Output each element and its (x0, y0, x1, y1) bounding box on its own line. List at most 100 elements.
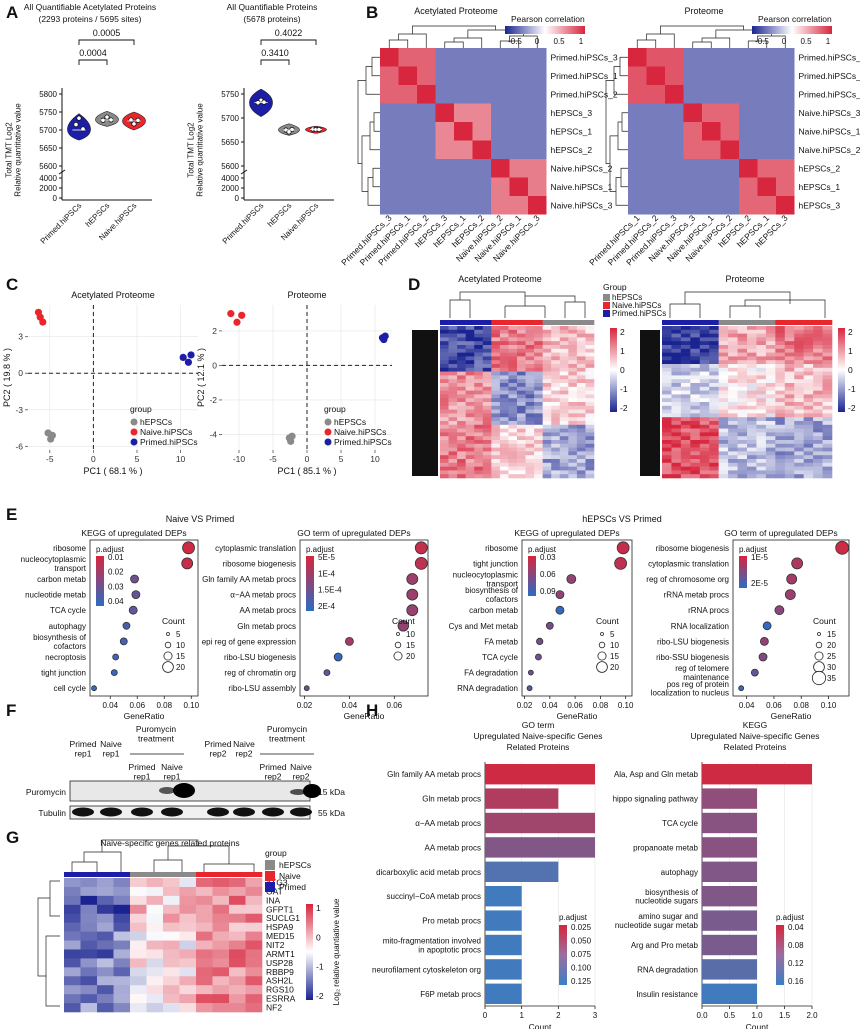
heatmap-proteome-cell (784, 345, 795, 350)
heatmap-acetyl-cell (559, 421, 569, 426)
heatmap-proteome-cell (822, 466, 833, 471)
heatmap-proteome-cell (756, 466, 767, 471)
dotplot-go-hepsc-dot (791, 557, 804, 570)
g-cell (179, 985, 197, 995)
heatmap-proteome-cell (747, 424, 757, 429)
heatmap-acetyl-cell (457, 383, 466, 388)
label-line: 15 kDa (318, 787, 345, 797)
heatmap-proteome-cell (680, 386, 691, 391)
heatmap-acetyl-cell (576, 383, 586, 388)
heatmap-acetyl-cell (499, 333, 509, 338)
pca-acetyl-point (184, 358, 193, 366)
heatmap-proteome-cell (822, 333, 833, 338)
g-cell (229, 949, 246, 959)
heatmap-proteome-cell (813, 394, 823, 399)
heatmap-proteome-cell (737, 424, 748, 429)
label-line: Primed.hiPSCs (221, 201, 266, 246)
heatmap-proteome-cell (671, 367, 682, 372)
label-line: neurofilament cytoskeleton org (372, 965, 481, 974)
heatmap-proteome-cell (709, 462, 719, 467)
heatmap-proteome-cell (775, 424, 786, 429)
corr-proteome-cell (628, 66, 647, 85)
heatmap-proteome-group-bar (794, 320, 804, 325)
heatmap-proteome-cell (765, 436, 776, 441)
heatmap-acetyl-cell (499, 329, 509, 334)
heatmap-acetyl-cell (568, 470, 578, 475)
g-cell (212, 940, 230, 950)
heatmap-proteome-cell (671, 413, 682, 418)
heatmap-proteome-cell (747, 333, 757, 338)
label-line: -10 (233, 454, 246, 464)
g-cell (163, 922, 180, 932)
heatmap-acetyl-cell (457, 341, 466, 346)
label-line: hEPSCs_2 (551, 145, 593, 155)
dotplot-kegg-naive-dot (119, 637, 128, 646)
corr-proteome-cell (702, 196, 721, 215)
heatmap-proteome-cell (822, 436, 833, 441)
corr-acetyl-row-label: Primed.hiPSCs_3 (551, 52, 618, 62)
blot-row-label: Tubulin (38, 808, 66, 818)
g-cell (163, 976, 180, 986)
heatmap-acetyl-cell (551, 333, 561, 338)
g-row-dendrogram (37, 880, 60, 1007)
heatmap-acetyl-cell (474, 409, 484, 414)
heatmap-proteome-cell (756, 424, 767, 429)
heatmap-acetyl-cell (542, 409, 552, 414)
heatmap-acetyl-cell (551, 417, 561, 422)
label-line: 0.02 (108, 568, 124, 577)
corr-acetyl-cell (398, 103, 417, 122)
heatmap-acetyl-cell (568, 409, 578, 414)
heatmap-acetyl-cell (482, 371, 492, 376)
heatmap-proteome-cell (765, 421, 776, 426)
heatmap-acetyl-cell (499, 474, 509, 479)
panel-letter-C: C (6, 275, 18, 294)
heatmap-proteome-cell (756, 417, 767, 422)
heatmap-proteome-cell (718, 326, 729, 331)
heatmap-acetyl-cell (534, 345, 543, 350)
heatmap-proteome-cell (756, 390, 767, 395)
heatmap-acetyl-cell (576, 390, 586, 395)
heatmap-acetyl-cell (499, 394, 509, 399)
heatmap-acetyl-cell (534, 417, 543, 422)
heatmap-proteome-cell (690, 432, 701, 437)
corr-proteome-row-label: hEPSCs_2 (799, 163, 841, 173)
bar-go-xtick-label: 1 (519, 1011, 524, 1020)
label-line: 5700 (221, 114, 239, 123)
blot-treat-label: Puromycin treatment (267, 724, 307, 743)
pca-acetyl-xlabel: PC1 ( 68.1 % ) (83, 466, 142, 476)
corr-proteome-cell (720, 196, 739, 215)
dotplot-kegg-hepsc-term-label: RNA degradation (457, 684, 518, 693)
label-line: Log₂ relative quantiative value (332, 898, 341, 1005)
label-line: 0.08 (156, 701, 172, 710)
bar-go-xlabel: Count (529, 1022, 552, 1029)
heatmap-proteome-cell (822, 367, 833, 372)
dotplot-kegg-naive-count-label: 20 (176, 663, 185, 672)
dotplot-go-naive-xtick-label: 0.06 (387, 701, 403, 710)
heatmap-proteome-cell (775, 462, 786, 467)
heatmap-acetyl-cell (559, 424, 569, 429)
label-line: carbon metab (37, 575, 86, 584)
heatmap-proteome-cell (680, 462, 691, 467)
dotplot-kegg-naive-xtick-label: 0.08 (156, 701, 172, 710)
heatmap-proteome-cell (747, 379, 757, 384)
panel-letter-H: H (366, 701, 378, 720)
pca-proteome-legend-dot (324, 418, 332, 426)
g-cell (146, 904, 164, 915)
heatmap-proteome-cell (728, 455, 738, 460)
heatmap-proteome-cell (680, 333, 691, 338)
corr-acetyl-cell (509, 85, 528, 104)
heatmap-acetyl-cell (499, 364, 509, 369)
corr-proteome-cell (665, 140, 684, 159)
g-group-bar (196, 872, 213, 877)
g-cell (229, 913, 246, 923)
blot-band (207, 807, 229, 817)
heatmap-acetyl-cell (525, 436, 535, 441)
heatmap-proteome-cell (737, 466, 748, 471)
heatmap-acetyl-cell (440, 421, 449, 426)
heatmap-proteome-cell (822, 345, 833, 350)
heatmap-proteome-cell (662, 470, 672, 475)
label-line: ESRRA (266, 994, 296, 1004)
heatmap-acetyl-cell (542, 421, 552, 426)
pca-proteome-xtick-label: -10 (233, 454, 246, 464)
e-left-header: Naive VS Primed (166, 514, 235, 524)
